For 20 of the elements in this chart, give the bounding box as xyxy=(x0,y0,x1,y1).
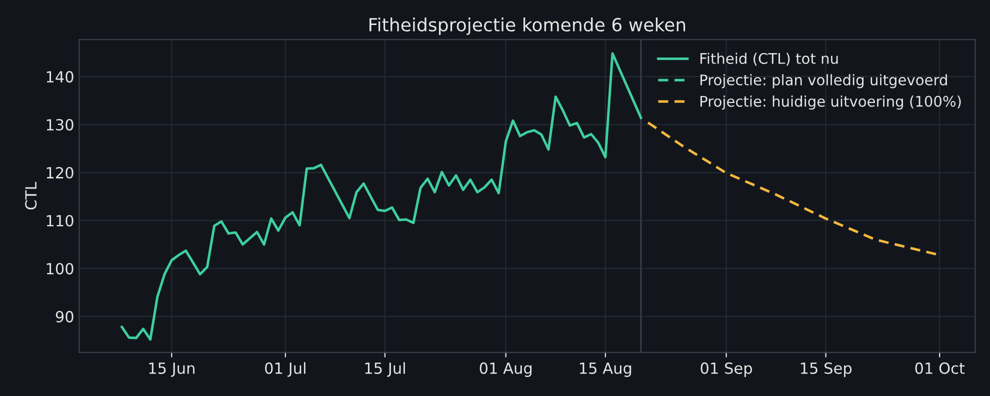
y-tick-label: 100 xyxy=(46,262,74,274)
legend-label: Fitheid (CTL) tot nu xyxy=(700,52,838,66)
x-tick-label: 15 Jun xyxy=(149,362,194,377)
y-tick-label: 140 xyxy=(46,71,74,83)
x-tick-label: 15 Sep xyxy=(800,362,852,377)
y-tick-label: 130 xyxy=(46,118,74,131)
x-tick-label: 01 Aug xyxy=(480,362,532,377)
y-axis-title: CTL xyxy=(25,182,37,210)
y-tick-label: 110 xyxy=(46,214,74,227)
x-tick-label: 01 Sep xyxy=(700,362,752,377)
legend-label: Projectie: huidige uitvoering (100%) xyxy=(700,96,961,110)
x-tick-label: 01 Oct xyxy=(915,362,965,374)
chart-title: Fitheidsprojectie komende 6 weken xyxy=(370,18,686,36)
x-tick-label: 01 Jul xyxy=(265,362,306,377)
legend-label: Projectie: plan volledig uitgevoerd xyxy=(700,74,947,88)
line-series xyxy=(120,52,642,341)
x-tick-label: 15 Jul xyxy=(365,362,405,377)
y-tick-label: 120 xyxy=(46,166,74,179)
x-tick-label: 15 Aug xyxy=(580,362,632,377)
y-tick-label: 90 xyxy=(56,310,74,322)
